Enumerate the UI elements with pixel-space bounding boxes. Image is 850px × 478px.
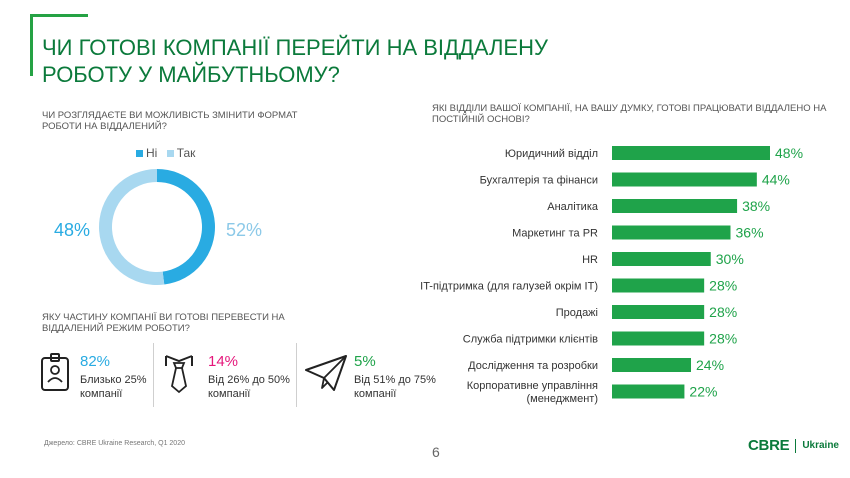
bar-value-label: 22%: [689, 384, 717, 400]
id-badge-icon: [41, 353, 69, 391]
donut-slice-yes: [99, 169, 165, 285]
source-note: Джерело: CBRE Ukraine Research, Q1 2020: [44, 440, 185, 447]
bar-category-label: (менеджмент): [526, 393, 598, 405]
bar-value-label: 38%: [742, 198, 770, 214]
bar-category-label: Служба підтримки клієнтів: [463, 334, 598, 346]
legend-item-no: Ні: [136, 146, 157, 160]
bar-category-label: HR: [582, 254, 598, 266]
share-pct-2: 14%: [208, 353, 239, 370]
bar: [612, 225, 731, 240]
share-question: ЯКУ ЧАСТИНУ КОМПАНІЇ ВИ ГОТОВІ ПЕРЕВЕСТИ…: [42, 312, 285, 334]
donut-slice-no: [157, 169, 216, 285]
bars-question: ЯКІ ВІДДІЛИ ВАШОЇ КОМПАНІЇ, НА ВАШУ ДУМК…: [432, 103, 827, 125]
bar-chart: Юридичний відділ 48% Бухгалтерія та фінанс…: [420, 145, 803, 405]
bar: [612, 278, 705, 293]
bar: [612, 358, 691, 372]
logo-subtext: Ukraine: [802, 440, 839, 451]
page-number: 6: [432, 444, 440, 460]
legend-swatch-no: [136, 150, 143, 158]
bar-value-label: 28%: [709, 278, 737, 294]
logo-text: CBRE: [748, 437, 790, 454]
share-label-2b: компанії: [208, 388, 251, 400]
bar-value-label: 28%: [709, 304, 737, 320]
share-divider-1: [153, 343, 154, 407]
bar-category-label: Дослідження та розробки: [468, 360, 598, 372]
logo-separator: [795, 438, 797, 453]
donut-question: ЧИ РОЗГЛЯДАЄТЕ ВИ МОЖЛИВІСТЬ ЗМІНИТИ ФОР…: [42, 110, 298, 132]
bar: [612, 199, 738, 213]
donut-legend: Ні Так: [136, 146, 195, 160]
bar-value-label: 44%: [762, 172, 790, 188]
bar-category-label: Юридичний відділ: [505, 148, 598, 160]
bar-value-label: 36%: [736, 225, 764, 241]
bar-category-label: Бухгалтерія та фінанси: [480, 175, 598, 187]
bar-value-label: 30%: [716, 251, 744, 267]
share-pct-1: 82%: [80, 353, 111, 370]
share-label-3a: Від 51% до 75%: [354, 374, 436, 386]
corner-accent-horizontal: [30, 14, 88, 17]
donut-chart: [99, 169, 216, 285]
bar-category-label: Аналітика: [547, 201, 599, 213]
bar: [612, 252, 711, 266]
donut-label-no: 48%: [54, 220, 91, 240]
paper-plane-icon: [305, 355, 347, 391]
brand-logo: CBRE Ukraine: [748, 437, 839, 454]
share-pct-3: 5%: [354, 353, 376, 370]
bar-category-label: IT-підтримка (для галузей окрім IT): [420, 281, 598, 293]
bar: [612, 331, 705, 346]
bar-category-label: Маркетинг та PR: [512, 228, 598, 240]
corner-accent-vertical: [30, 14, 33, 76]
page-title: ЧИ ГОТОВІ КОМПАНІЇ ПЕРЕЙТИ НА ВІДДАЛЕНУ …: [42, 35, 548, 87]
legend-item-yes: Так: [166, 146, 196, 160]
share-label-3b: компанії: [354, 388, 397, 400]
bar: [612, 146, 770, 160]
legend-label-no: Ні: [146, 146, 158, 160]
bar-value-label: 24%: [696, 357, 724, 373]
legend-label-yes: Так: [176, 146, 196, 160]
share-label-2a: Від 26% до 50%: [208, 374, 290, 386]
donut-label-yes: 52%: [226, 220, 263, 240]
bar: [612, 172, 757, 187]
share-label-1a: Близько 25%: [80, 374, 147, 386]
legend-swatch-yes: [166, 150, 174, 158]
bar-value-label: 48%: [775, 145, 803, 161]
bar: [612, 305, 705, 319]
bar-category-label: Корпоративне управління: [467, 380, 598, 392]
bowtie-icon: [165, 355, 193, 394]
bar: [612, 384, 685, 399]
bar-value-label: 28%: [709, 331, 737, 347]
bar-category-label: Продажі: [556, 307, 598, 319]
share-label-1b: компанії: [80, 388, 123, 400]
share-divider-2: [296, 343, 297, 407]
